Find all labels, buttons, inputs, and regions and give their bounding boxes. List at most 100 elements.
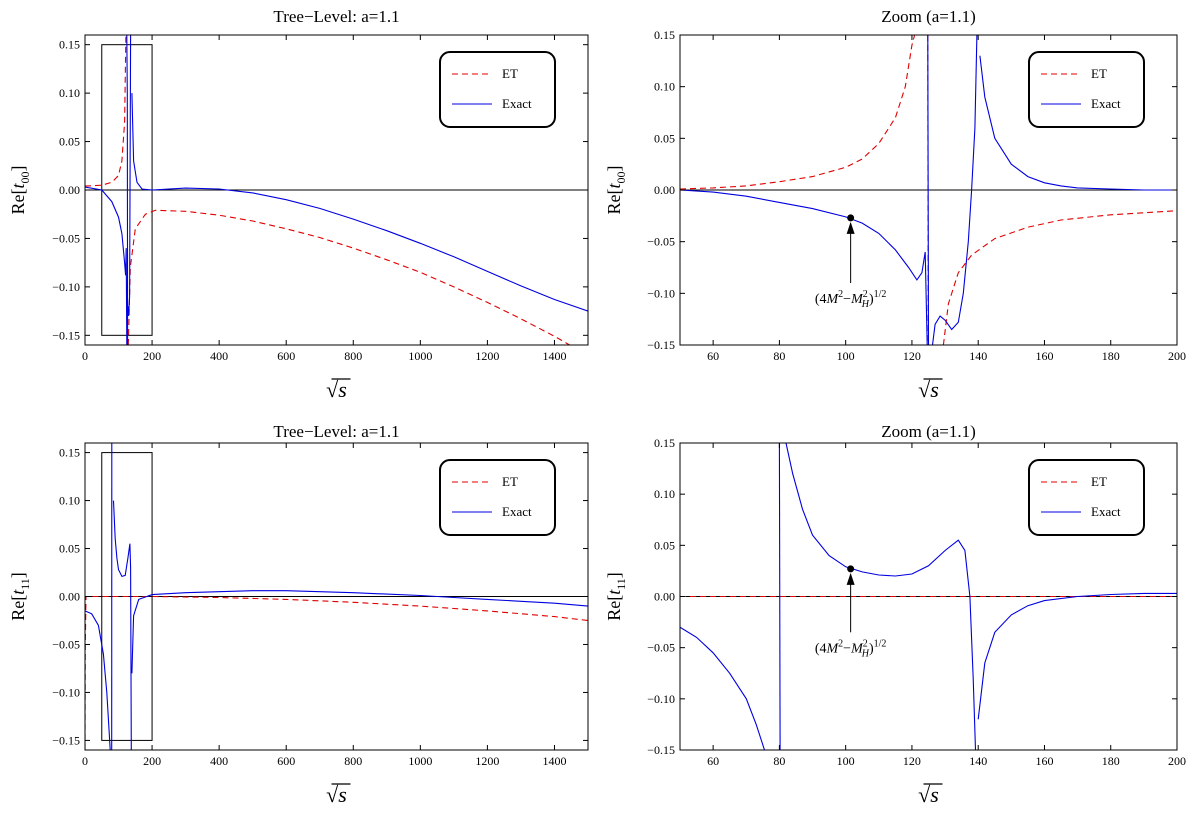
- y-label-end: ]: [8, 572, 28, 578]
- y-label-subscript: 11: [18, 578, 32, 590]
- y-axis-label: Re[t00]: [604, 165, 628, 214]
- y-tick-label: 0.10: [59, 494, 80, 508]
- legend-label-et: ET: [502, 66, 518, 81]
- y-tick-label: −0.10: [647, 286, 675, 300]
- x-tick-label: 400: [210, 349, 228, 363]
- ann-sup: 2: [863, 289, 868, 300]
- series-line-exact: [126, 35, 129, 345]
- series-exact: [680, 443, 1177, 750]
- y-label-subscript: 00: [18, 171, 32, 183]
- series-line-exact: [131, 93, 588, 312]
- x-tick-label: 180: [1102, 754, 1120, 768]
- x-tick-label: 0: [82, 349, 88, 363]
- x-tick-label: 200: [1168, 754, 1186, 768]
- chart-panel-2: Zoom (a=1.1)60 80 100 120 140 160 180 2000.150.…: [604, 7, 1186, 402]
- annotation-point: [847, 214, 855, 222]
- series-et: [85, 595, 588, 750]
- y-tick-label: 0.15: [654, 28, 675, 42]
- y-tick-label: 0.00: [59, 590, 80, 604]
- ann-sup: 2: [838, 638, 843, 649]
- legend-label-exact: Exact: [502, 504, 532, 519]
- x-axis-label: √s: [326, 782, 347, 807]
- x-tick-label: 140: [969, 349, 987, 363]
- y-label-end: ]: [604, 572, 624, 578]
- y-label-symbol: t: [8, 589, 28, 595]
- ann-part: ): [869, 292, 874, 307]
- series-et: [85, 35, 570, 345]
- chart-title: Zoom (a=1.1): [881, 422, 976, 441]
- ann-sup: 1/2: [874, 289, 887, 300]
- series-line-et: [680, 35, 916, 190]
- y-label-symbol: t: [604, 589, 624, 595]
- x-tick-label: 800: [344, 754, 362, 768]
- x-tick-label: 100: [837, 754, 855, 768]
- annotation-arrow-head: [846, 572, 855, 585]
- annotation-label: (4M2−M2 H)1/2: [815, 638, 887, 659]
- y-tick-label: −0.05: [647, 641, 675, 655]
- x-tick-label: 80: [773, 349, 785, 363]
- series-line-exact: [979, 55, 1177, 191]
- ann-sub: H: [861, 299, 870, 310]
- y-tick-label: −0.05: [647, 235, 675, 249]
- x-tick-label: 1400: [542, 754, 566, 768]
- x-tick-label: 1000: [408, 349, 432, 363]
- y-label-subscript: 00: [614, 171, 628, 183]
- series-exact: [85, 443, 588, 750]
- x-tick-label: 0: [82, 754, 88, 768]
- y-tick-label: 0.00: [654, 590, 675, 604]
- series-line-exact: [977, 592, 1177, 720]
- annotation: (4M2−M2 H)1/2: [815, 565, 887, 659]
- legend-label-et: ET: [502, 474, 518, 489]
- x-tick-label: 80: [773, 754, 785, 768]
- series-exact: [85, 35, 588, 345]
- series-exact: [680, 35, 1177, 345]
- y-label-main: Re[: [8, 189, 28, 215]
- annotation-point: [847, 565, 855, 573]
- y-label-symbol: t: [604, 183, 624, 189]
- x-tick-label: 60: [707, 349, 719, 363]
- series-line-exact: [112, 500, 132, 750]
- legend-label-et: ET: [1091, 66, 1107, 81]
- chart-panel-3: Tree−Level: a=1.1 0 200 400 600 800 1000 1200 14…: [8, 422, 589, 807]
- x-tick-label: 800: [344, 349, 362, 363]
- ann-part: M: [850, 292, 864, 307]
- y-tick-label: −0.10: [647, 692, 675, 706]
- y-tick-label: 0.15: [654, 436, 675, 450]
- legend: ET Exact: [1028, 459, 1145, 536]
- legend-box: [439, 459, 556, 536]
- y-tick-label: 0.05: [59, 135, 80, 149]
- series-line-exact: [131, 590, 588, 674]
- chart-title: Tree−Level: a=1.1: [273, 7, 399, 26]
- y-tick-label: −0.05: [52, 637, 80, 651]
- ann-sup: 2: [838, 289, 843, 300]
- annotation-arrow-head: [846, 221, 855, 234]
- legend-box: [439, 51, 556, 128]
- x-tick-label: 600: [277, 349, 295, 363]
- y-label-main: Re[: [8, 595, 28, 621]
- y-tick-label: 0.05: [59, 542, 80, 556]
- legend: ET Exact: [1028, 51, 1145, 128]
- x-tick-label: 160: [1035, 754, 1053, 768]
- chart-title: Zoom (a=1.1): [881, 7, 976, 26]
- legend-box: [1028, 459, 1145, 536]
- legend: ET Exact: [439, 459, 556, 536]
- series-line-exact: [927, 35, 930, 345]
- y-label-main: Re[: [604, 189, 624, 215]
- y-tick-label: 0.10: [59, 86, 80, 100]
- ann-part: M: [850, 641, 864, 656]
- series-line-et: [85, 35, 127, 187]
- x-tick-label: 1000: [408, 754, 432, 768]
- x-tick-label: 120: [903, 349, 921, 363]
- ann-part: −: [843, 292, 851, 307]
- y-tick-label: 0.00: [59, 183, 80, 197]
- x-tick-label: 200: [143, 754, 161, 768]
- x-tick-label: 180: [1102, 349, 1120, 363]
- y-tick-label: 0.15: [59, 446, 80, 460]
- chart-title: Tree−Level: a=1.1: [273, 422, 399, 441]
- legend-label-exact: Exact: [1091, 96, 1121, 111]
- x-tick-label: 60: [707, 754, 719, 768]
- x-tick-label: 160: [1035, 349, 1053, 363]
- chart-panel-4: Zoom (a=1.1) 60 80 100 120 140 160 180 200 0.15 0.…: [604, 422, 1186, 807]
- chart-panel-1: Tree−Level: a=1.1 0 200 400 600 800 1000 1200 14…: [8, 7, 589, 402]
